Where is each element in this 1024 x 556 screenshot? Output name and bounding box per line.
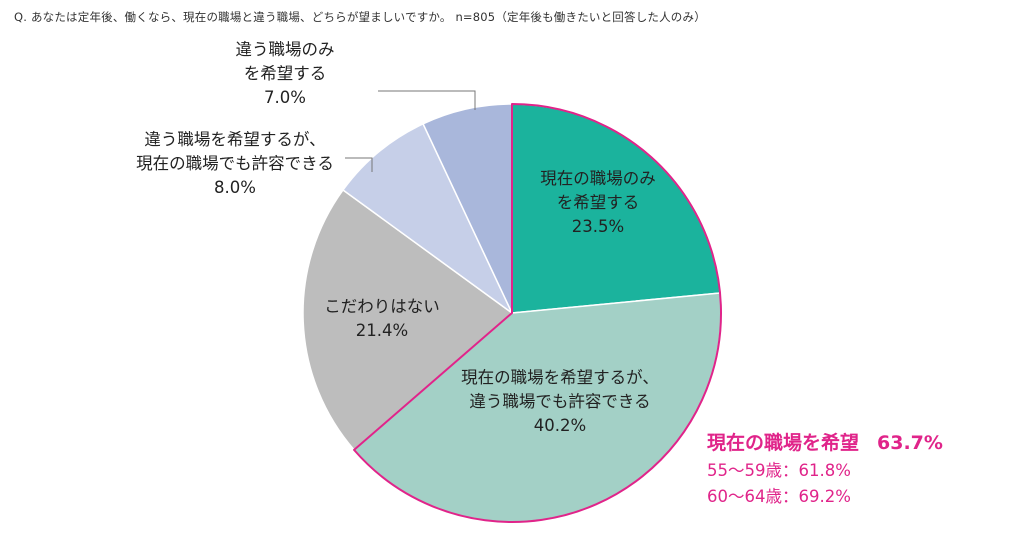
slice-label-line: を希望する — [557, 193, 640, 212]
slice-label-0: 現在の職場のみを希望する 23.5% — [540, 169, 656, 236]
highlight-title-label: 現在の職場を希望 — [707, 432, 860, 454]
slice-label-3: 違う職場を希望するが、現在の職場でも許容できる 8.0% — [136, 130, 334, 197]
slice-value-0: 23.5% — [572, 217, 624, 236]
highlight-title-value: 63.7% — [877, 432, 943, 454]
slice-value-3: 8.0% — [214, 178, 256, 197]
leader-line-3 — [345, 157, 373, 172]
slice-label-4: 違う職場のみを希望する 7.0% — [236, 40, 335, 107]
pie-slice-3 — [341, 122, 513, 314]
question-text: Q. あなたは定年後、働くなら、現在の職場と違う職場、どちらが望ましいですか。 … — [14, 10, 706, 24]
highlight-callout: 現在の職場を希望 63.7% 55～59歳：61.8% 60～64歳：69.2% — [707, 428, 943, 507]
slice-label-line: こだわりはない — [324, 297, 440, 316]
pie-slice-2 — [302, 188, 514, 451]
slice-value-4: 7.0% — [264, 88, 306, 107]
leader-line-4 — [378, 90, 476, 110]
slice-label-line: 現在の職場でも許容できる — [136, 154, 334, 173]
highlight-outline — [353, 103, 722, 523]
slice-label-line: 違う職場のみ — [236, 40, 335, 59]
slice-label-line: 現在の職場のみ — [540, 169, 656, 188]
highlight-title: 現在の職場を希望 63.7% — [707, 428, 943, 455]
slice-label-line: 違う職場を希望するが、 — [144, 130, 325, 149]
slice-label-line: 現在の職場を希望するが、 — [461, 368, 659, 387]
slice-label-1: 現在の職場を希望するが、違う職場でも許容できる 40.2% — [461, 368, 659, 435]
slice-label-2: こだわりはない 21.4% — [324, 297, 440, 340]
slice-value-1: 40.2% — [534, 416, 586, 435]
slice-label-line: を希望する — [244, 64, 327, 83]
slice-label-line: 違う職場でも許容できる — [469, 392, 650, 411]
slice-value-2: 21.4% — [356, 321, 408, 340]
highlight-breakdown-60-64: 60～64歳：69.2% — [707, 487, 851, 506]
highlight-breakdown-55-59: 55～59歳：61.8% — [707, 461, 851, 480]
